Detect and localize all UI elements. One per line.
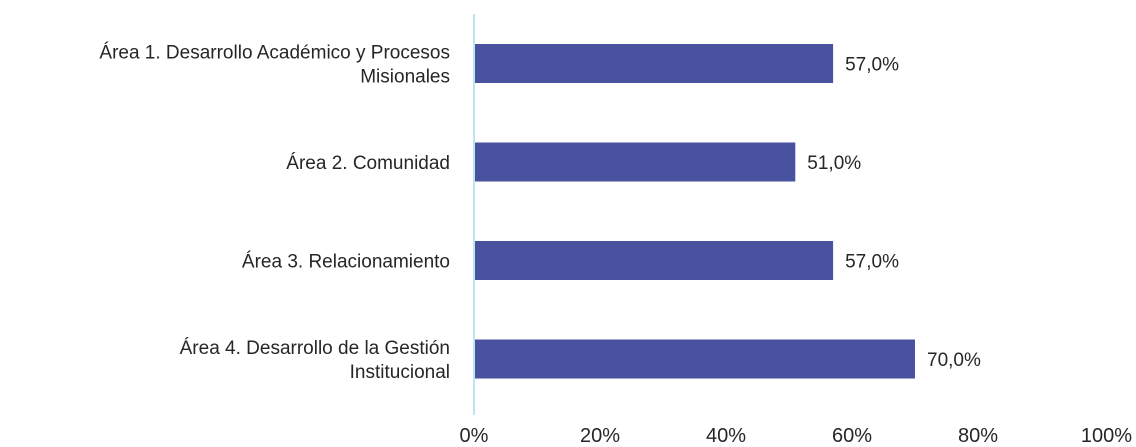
- x-tick-labels: 0% 20% 40% 60% 80% 100%: [460, 425, 1133, 447]
- bar-2: [474, 142, 796, 182]
- x-tick-label: 80%: [958, 425, 998, 447]
- category-label-line: Área 3. Relacionamiento: [242, 252, 450, 273]
- category-label-3: Área 3. Relacionamiento: [242, 252, 450, 273]
- value-labels: 57,0% 51,0% 57,0% 70,0%: [807, 55, 981, 372]
- category-label-line: Área 2. Comunidad: [286, 153, 450, 174]
- bar-1: [474, 44, 834, 83]
- category-label-line: Institucional: [350, 362, 450, 383]
- category-label-line: Área 4. Desarrollo de la Gestión: [180, 338, 450, 359]
- category-labels: Área 1. Desarrollo Académico y Procesos M…: [99, 43, 450, 384]
- value-label-3: 57,0%: [845, 252, 899, 273]
- value-label-1: 57,0%: [845, 55, 899, 76]
- x-tick-label: 40%: [706, 425, 746, 447]
- category-label-line: Área 1. Desarrollo Académico y Procesos: [99, 43, 450, 64]
- value-label-4: 70,0%: [927, 350, 981, 371]
- category-label-line: Misionales: [360, 67, 450, 88]
- x-tick-label: 0%: [460, 425, 489, 447]
- value-label-2: 51,0%: [807, 153, 861, 174]
- category-label-2: Área 2. Comunidad: [286, 153, 450, 174]
- x-tick-label: 60%: [832, 425, 872, 447]
- bar-3: [474, 241, 834, 280]
- category-label-4: Área 4. Desarrollo de la Gestión Instituc…: [180, 338, 450, 383]
- category-label-1: Área 1. Desarrollo Académico y Procesos M…: [99, 43, 450, 88]
- x-tick-label: 20%: [580, 425, 620, 447]
- bars-layer: [474, 44, 915, 379]
- x-tick-label: 100%: [1081, 425, 1132, 447]
- bar-4: [474, 339, 915, 379]
